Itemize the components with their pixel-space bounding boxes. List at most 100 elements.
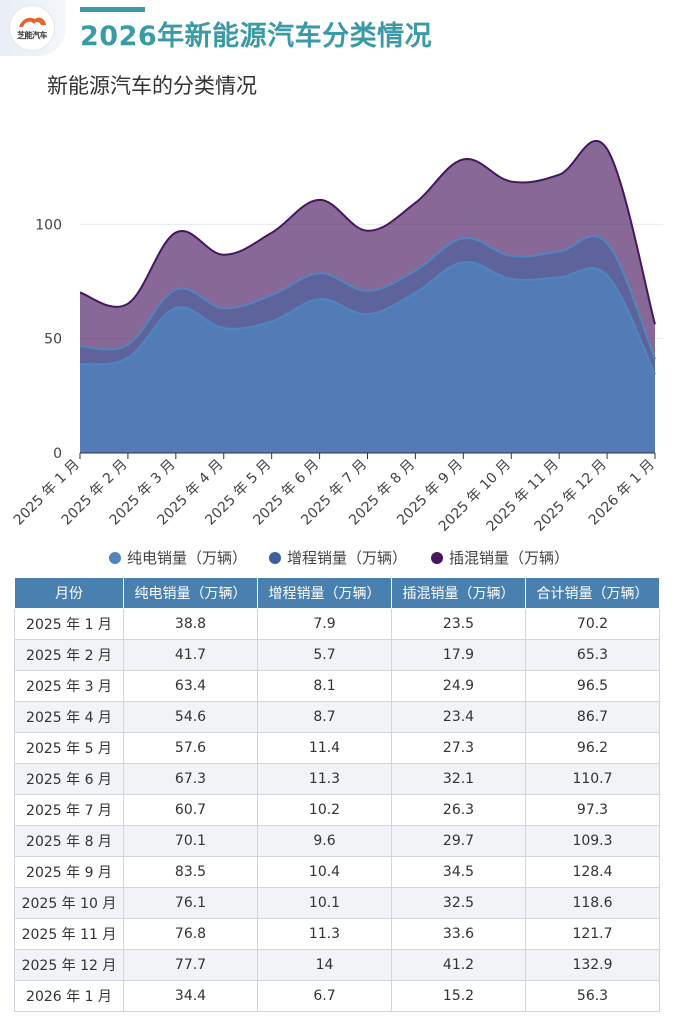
car-logo-icon (19, 17, 46, 27)
table-cell: 8.7 (257, 701, 392, 733)
table-cell: 2025 年 3 月 (14, 670, 124, 702)
table-cell: 56.3 (525, 980, 660, 1012)
table-cell: 65.3 (525, 639, 660, 671)
table-cell: 2025 年 11 月 (14, 918, 124, 950)
table-cell: 32.5 (391, 887, 526, 919)
table-cell: 2025 年 12 月 (14, 949, 124, 981)
legend-marker (431, 552, 443, 564)
series-area-bev-line (79, 260, 656, 375)
table-cell: 38.8 (123, 608, 258, 640)
table-cell: 96.2 (525, 732, 660, 764)
table-header-month: 月份 (14, 577, 124, 609)
table-cell: 17.9 (391, 639, 526, 671)
table-cell: 121.7 (525, 918, 660, 950)
brand-logo: 芝能汽车 (10, 6, 54, 50)
table-row: 2026 年 1 月 34.4 6.7 15.2 56.3 (14, 980, 660, 1012)
table-cell: 109.3 (525, 825, 660, 857)
table-cell: 70.2 (525, 608, 660, 640)
table-header-total: 合计销量（万辆） (525, 577, 660, 609)
table-cell: 63.4 (123, 670, 258, 702)
table-cell: 11.4 (257, 732, 392, 764)
table-cell: 132.9 (525, 949, 660, 981)
table-header-row: 月份 纯电销量（万辆） 增程销量（万辆） 插混销量（万辆） 合计销量（万辆） (14, 577, 660, 609)
table-cell: 6.7 (257, 980, 392, 1012)
table-cell: 11.3 (257, 763, 392, 795)
table-cell: 10.1 (257, 887, 392, 919)
logo-text: 芝能汽车 (17, 31, 48, 40)
title-accent-bar (80, 7, 145, 12)
header: 芝能汽车 2026年新能源汽车分类情况 (0, 0, 686, 60)
table-cell: 2025 年 9 月 (14, 856, 124, 888)
table-cell: 34.5 (391, 856, 526, 888)
table-cell: 60.7 (123, 794, 258, 826)
table-cell: 29.7 (391, 825, 526, 857)
y-tick-label: 50 (44, 332, 62, 348)
chart-title: 新能源汽车的分类情况 (47, 74, 257, 98)
table-cell: 8.1 (257, 670, 392, 702)
table-cell: 70.1 (123, 825, 258, 857)
table-cell: 2025 年 7 月 (14, 794, 124, 826)
table-cell: 2025 年 8 月 (14, 825, 124, 857)
table-cell: 76.1 (123, 887, 258, 919)
page-title: 2026年新能源汽车分类情况 (80, 21, 433, 52)
table-row: 2025 年 10 月 76.1 10.1 32.5 118.6 (14, 887, 660, 919)
legend-marker (109, 552, 121, 564)
table-cell: 23.5 (391, 608, 526, 640)
table-row: 2025 年 8 月 70.1 9.6 29.7 109.3 (14, 825, 660, 857)
table-cell: 86.7 (525, 701, 660, 733)
table-row: 2025 年 2 月 41.7 5.7 17.9 65.3 (14, 639, 660, 671)
table-cell: 128.4 (525, 856, 660, 888)
legend-marker (269, 552, 281, 564)
table-cell: 110.7 (525, 763, 660, 795)
table-cell: 83.5 (123, 856, 258, 888)
y-tick-label: 100 (35, 217, 62, 233)
table-cell: 14 (257, 949, 392, 981)
table-header-phev: 插混销量（万辆） (391, 577, 526, 609)
table-cell: 2025 年 1 月 (14, 608, 124, 640)
table-row: 2025 年 4 月 54.6 8.7 23.4 86.7 (14, 701, 660, 733)
data-table: 月份 纯电销量（万辆） 增程销量（万辆） 插混销量（万辆） 合计销量（万辆） 2… (14, 577, 660, 1012)
table-cell: 2025 年 5 月 (14, 732, 124, 764)
table-cell: 57.6 (123, 732, 258, 764)
table-cell: 33.6 (391, 918, 526, 950)
table-cell: 2025 年 2 月 (14, 639, 124, 671)
table-cell: 11.3 (257, 918, 392, 950)
table-row: 2025 年 3 月 63.4 8.1 24.9 96.5 (14, 670, 660, 702)
table-cell: 5.7 (257, 639, 392, 671)
series-area-erev-line (79, 235, 656, 360)
table-header-erev: 增程销量（万辆） (257, 577, 392, 609)
table-cell: 77.7 (123, 949, 258, 981)
table-row: 2025 年 12 月 77.7 14 41.2 132.9 (14, 949, 660, 981)
table-cell: 41.2 (391, 949, 526, 981)
table-cell: 96.5 (525, 670, 660, 702)
table-cell: 2025 年 4 月 (14, 701, 124, 733)
table-cell: 76.8 (123, 918, 258, 950)
logo-container: 芝能汽车 (0, 0, 66, 56)
table-cell: 9.6 (257, 825, 392, 857)
table-cell: 97.3 (525, 794, 660, 826)
y-tick-label: 0 (53, 446, 62, 462)
legend-label: 纯电销量（万辆） (127, 549, 247, 567)
table-cell: 10.4 (257, 856, 392, 888)
table-cell: 7.9 (257, 608, 392, 640)
table-row: 2025 年 9 月 83.5 10.4 34.5 128.4 (14, 856, 660, 888)
table-cell: 10.2 (257, 794, 392, 826)
table-cell: 27.3 (391, 732, 526, 764)
table-row: 2025 年 7 月 60.7 10.2 26.3 97.3 (14, 794, 660, 826)
table-cell: 2025 年 10 月 (14, 887, 124, 919)
table-cell: 41.7 (123, 639, 258, 671)
table-cell: 24.9 (391, 670, 526, 702)
table-cell: 118.6 (525, 887, 660, 919)
series-area-bev (80, 261, 655, 453)
table-header-bev: 纯电销量（万辆） (123, 577, 258, 609)
table-cell: 2025 年 6 月 (14, 763, 124, 795)
table-cell: 67.3 (123, 763, 258, 795)
table-row: 2025 年 6 月 67.3 11.3 32.1 110.7 (14, 763, 660, 795)
table-row: 2025 年 1 月 38.8 7.9 23.5 70.2 (14, 608, 660, 640)
table-cell: 26.3 (391, 794, 526, 826)
table-row: 2025 年 11 月 76.8 11.3 33.6 121.7 (14, 918, 660, 950)
table-cell: 32.1 (391, 763, 526, 795)
table-row: 2025 年 5 月 57.6 11.4 27.3 96.2 (14, 732, 660, 764)
legend-label: 增程销量（万辆） (287, 549, 407, 567)
